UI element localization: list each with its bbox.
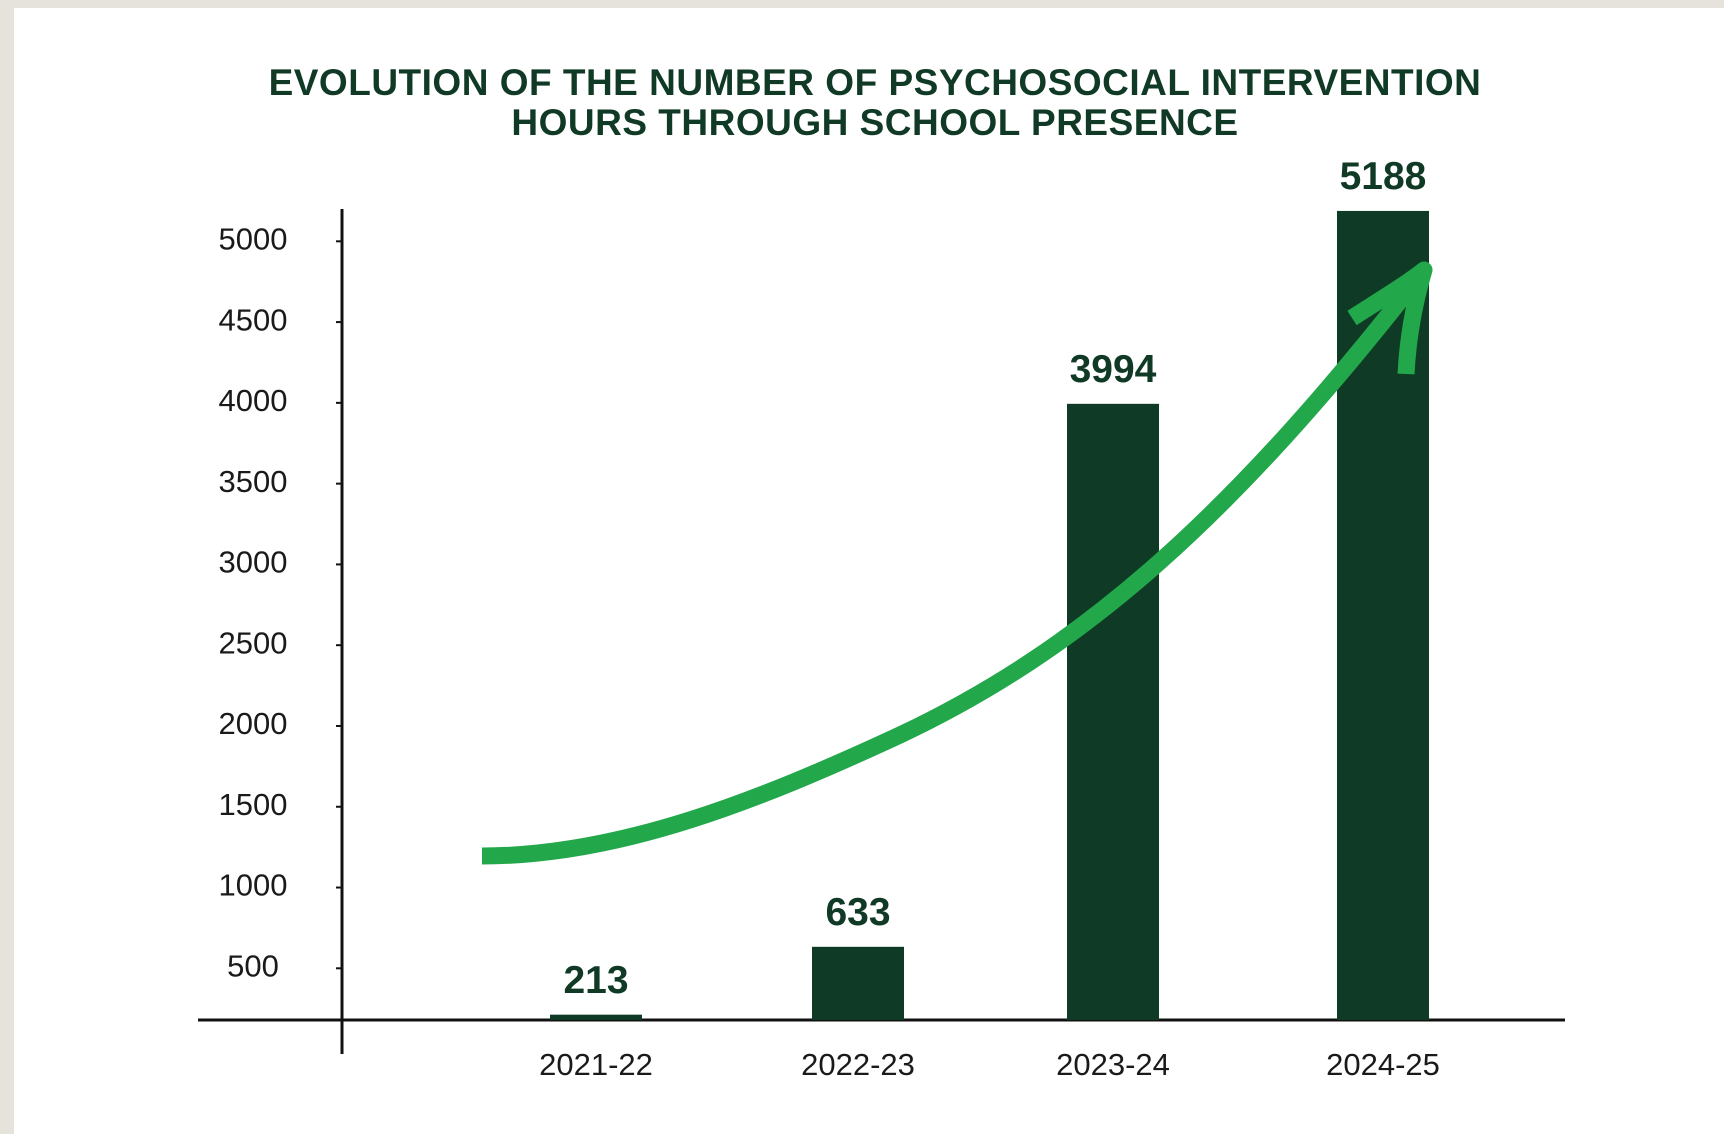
y-tick-label: 4500 (219, 302, 288, 337)
x-tick-label: 2023-24 (1056, 1047, 1170, 1082)
y-tick-label: 2500 (219, 625, 288, 660)
y-tick-label: 500 (227, 948, 279, 983)
bar (550, 1015, 642, 1020)
bar (812, 947, 904, 1020)
y-tick-label: 3000 (219, 545, 288, 580)
y-tick-label: 3500 (219, 464, 288, 499)
value-label: 5188 (1340, 155, 1427, 198)
trend-arrow (482, 270, 1424, 856)
value-label: 213 (563, 959, 628, 1002)
y-tick-label: 1500 (219, 787, 288, 822)
bar (1067, 404, 1159, 1020)
x-tick-label: 2024-25 (1326, 1047, 1440, 1082)
value-label: 633 (825, 891, 890, 934)
chart-title: HOURS THROUGH SCHOOL PRESENCE (511, 102, 1238, 143)
x-tick-label: 2021-22 (539, 1047, 653, 1082)
y-tick-label: 4000 (219, 383, 288, 418)
chart-title: EVOLUTION OF THE NUMBER OF PSYCHOSOCIAL … (269, 62, 1482, 103)
value-label: 3994 (1070, 348, 1157, 391)
chart: EVOLUTION OF THE NUMBER OF PSYCHOSOCIAL … (0, 0, 1724, 1134)
page: {"chart_data": {"type": "bar", "title_li… (0, 0, 1724, 1134)
y-tick-label: 1000 (219, 868, 288, 903)
y-tick-label: 2000 (219, 706, 288, 741)
x-tick-label: 2022-23 (801, 1047, 915, 1082)
y-tick-label: 5000 (219, 221, 288, 256)
